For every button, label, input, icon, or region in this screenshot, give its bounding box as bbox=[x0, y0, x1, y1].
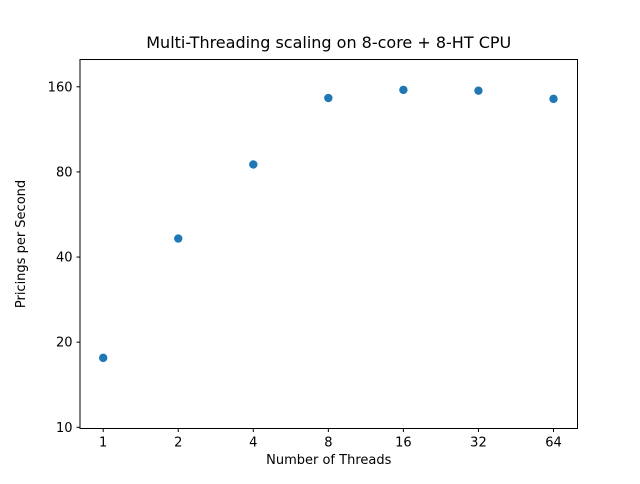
x-tick-label: 1 bbox=[99, 436, 107, 451]
data-point bbox=[399, 85, 408, 95]
data-point bbox=[249, 160, 258, 169]
x-tick-label: 4 bbox=[249, 436, 257, 451]
data-point bbox=[174, 234, 183, 243]
y-tick-label: 160 bbox=[48, 80, 73, 95]
data-point bbox=[99, 353, 108, 363]
data-point bbox=[549, 94, 558, 104]
y-tick-label: 20 bbox=[56, 336, 73, 351]
y-tick-label: 10 bbox=[56, 421, 73, 436]
x-tick-label: 64 bbox=[545, 436, 562, 451]
x-tick-label: 16 bbox=[395, 436, 412, 451]
x-tick-label: 2 bbox=[174, 436, 182, 451]
x-axis-label: Number of Threads bbox=[266, 453, 391, 468]
chart-title: Multi-Threading scaling on 8-core + 8-HT… bbox=[146, 33, 511, 52]
data-point bbox=[474, 86, 483, 95]
x-tick-label: 8 bbox=[324, 436, 332, 451]
plot-frame bbox=[79, 59, 578, 429]
plot-area: 1 2 4 8 16 32 64 10 20 40 80 160 bbox=[48, 59, 578, 451]
y-axis-label: Pricings per Second bbox=[14, 180, 29, 308]
x-tick-label: 32 bbox=[470, 436, 487, 451]
data-point bbox=[324, 93, 333, 103]
y-tick-label: 80 bbox=[56, 165, 73, 180]
y-tick-label: 40 bbox=[56, 251, 73, 266]
